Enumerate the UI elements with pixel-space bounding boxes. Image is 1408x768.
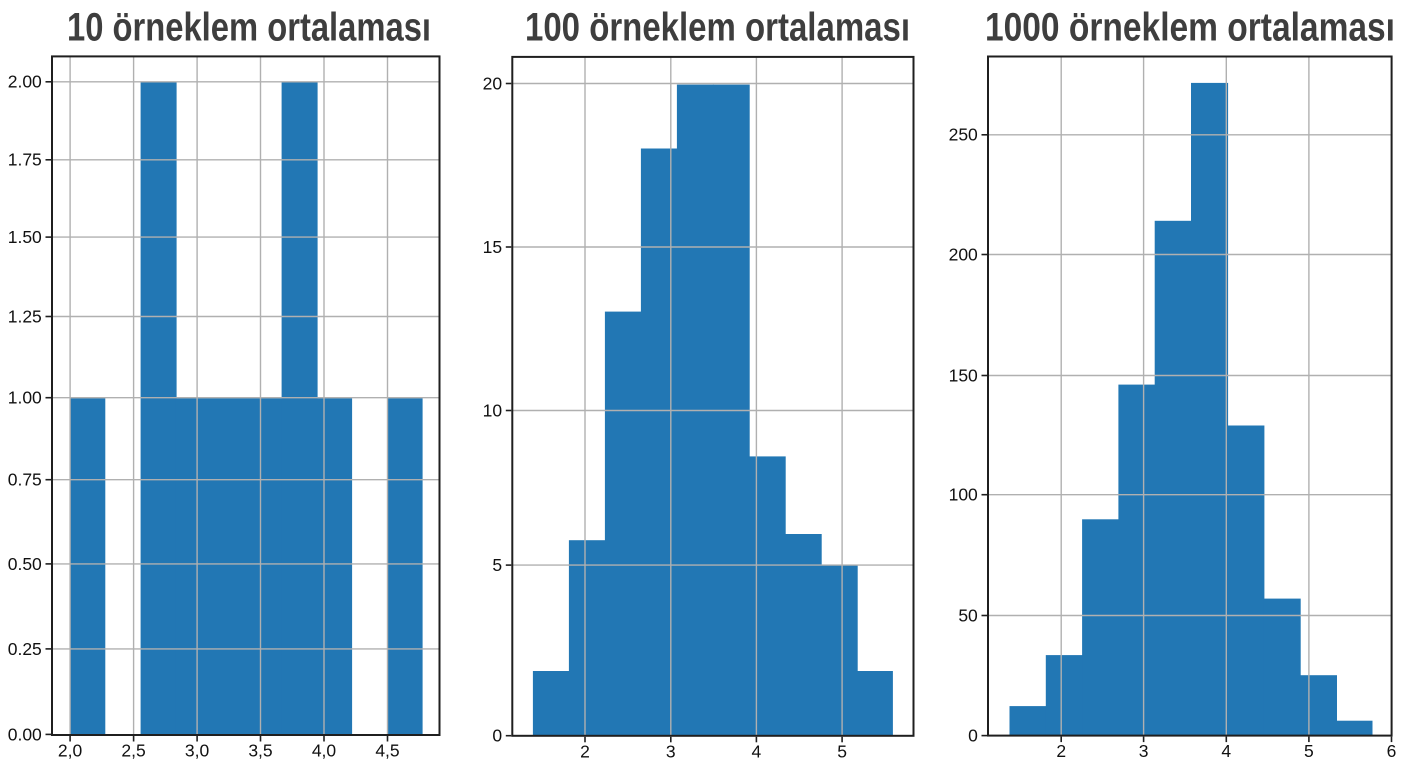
svg-text:2: 2 <box>580 741 590 761</box>
svg-text:10: 10 <box>483 400 503 420</box>
svg-text:1.25: 1.25 <box>8 306 42 326</box>
svg-text:20: 20 <box>483 73 503 93</box>
svg-text:4,5: 4,5 <box>375 741 399 761</box>
svg-text:1.50: 1.50 <box>8 227 42 247</box>
svg-text:3: 3 <box>1139 741 1149 761</box>
svg-text:1.00: 1.00 <box>8 388 42 408</box>
svg-text:150: 150 <box>949 365 978 385</box>
svg-text:15: 15 <box>483 237 502 257</box>
svg-text:2,5: 2,5 <box>121 741 145 761</box>
svg-text:2.00: 2.00 <box>8 72 42 92</box>
svg-text:1000 örneklem ortalaması: 1000 örneklem ortalaması <box>985 6 1395 50</box>
svg-text:3: 3 <box>666 741 676 761</box>
svg-text:100: 100 <box>949 485 978 505</box>
svg-text:0.25: 0.25 <box>8 639 42 659</box>
svg-text:10 örneklem ortalaması: 10 örneklem ortalaması <box>67 6 431 50</box>
svg-text:4,0: 4,0 <box>312 741 337 761</box>
svg-text:4: 4 <box>1221 741 1231 761</box>
svg-text:2: 2 <box>1056 741 1066 761</box>
svg-text:0.75: 0.75 <box>8 470 42 490</box>
svg-text:5: 5 <box>492 555 502 575</box>
svg-text:4: 4 <box>752 741 762 761</box>
svg-text:100 örneklem ortalaması: 100 örneklem ortalaması <box>525 6 910 50</box>
svg-text:0: 0 <box>968 726 978 746</box>
svg-text:0.50: 0.50 <box>8 554 42 574</box>
svg-text:200: 200 <box>949 244 978 264</box>
svg-text:2,0: 2,0 <box>58 741 83 761</box>
svg-text:3,0: 3,0 <box>185 741 210 761</box>
svg-text:250: 250 <box>949 125 978 145</box>
svg-text:5: 5 <box>1304 741 1314 761</box>
svg-text:0: 0 <box>492 726 502 746</box>
svg-text:3,5: 3,5 <box>248 741 272 761</box>
svg-text:50: 50 <box>958 605 978 625</box>
svg-text:6: 6 <box>1387 741 1397 761</box>
svg-text:0.00: 0.00 <box>8 724 42 744</box>
svg-text:5: 5 <box>837 741 847 761</box>
svg-text:1.75: 1.75 <box>8 150 42 170</box>
